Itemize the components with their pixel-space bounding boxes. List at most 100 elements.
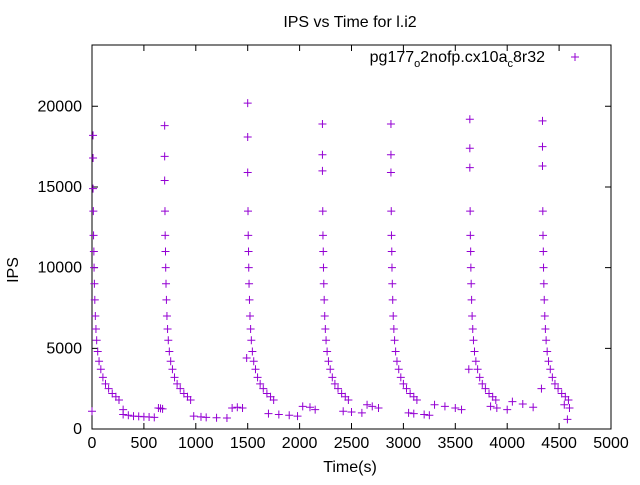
data-point [89, 184, 98, 193]
data-point [465, 163, 474, 172]
data-point [320, 312, 329, 321]
data-point [160, 152, 169, 161]
data-point [330, 379, 339, 388]
data-point [186, 395, 195, 404]
data-point [318, 166, 327, 175]
data-point [319, 279, 328, 288]
data-point [337, 389, 346, 398]
data-point [162, 279, 171, 288]
data-point [471, 357, 480, 366]
data-point [244, 231, 253, 240]
data-point [466, 231, 475, 240]
data-point [457, 405, 466, 414]
data-point [90, 295, 99, 304]
data-point [548, 373, 557, 382]
data-point [491, 395, 500, 404]
data-point [465, 144, 474, 153]
data-point [560, 400, 569, 409]
data-point [311, 405, 320, 414]
data-point [319, 247, 328, 256]
data-point [396, 373, 405, 382]
data-point [245, 295, 254, 304]
chart-title: IPS vs Time for l.i2 [283, 14, 416, 31]
data-point [319, 263, 328, 272]
data-point [89, 131, 98, 140]
data-point [389, 312, 398, 321]
data-point [89, 153, 98, 162]
data-point [114, 395, 123, 404]
data-point [202, 413, 211, 422]
data-point [233, 403, 242, 412]
data-point [374, 404, 383, 413]
data-point [91, 312, 100, 321]
data-point [173, 379, 182, 388]
data-point [160, 121, 169, 130]
data-point [247, 336, 256, 345]
data-point [387, 207, 396, 216]
y-axis-label: IPS [5, 257, 22, 283]
data-point [104, 384, 113, 393]
data-point [245, 312, 254, 321]
data-point [466, 207, 475, 216]
data-point [478, 379, 487, 388]
data-point [163, 324, 172, 333]
data-point [391, 347, 400, 356]
data-point [243, 168, 252, 177]
data-point [386, 150, 395, 159]
data-point [538, 142, 547, 151]
data-point [388, 295, 397, 304]
data-point [468, 324, 477, 333]
data-point [243, 132, 252, 141]
data-point [554, 384, 563, 393]
legend-marker [571, 53, 579, 61]
data-point [108, 389, 117, 398]
data-point [253, 373, 262, 382]
data-point [537, 384, 546, 393]
x-tick-label: 500 [131, 435, 158, 452]
data-point [321, 324, 330, 333]
legend-label: pg177o2nofp.cx10ac8r32 [370, 49, 545, 70]
data-point [89, 231, 98, 240]
data-point [451, 404, 460, 413]
data-point [269, 395, 278, 404]
data-point [93, 347, 102, 356]
data-point [95, 357, 104, 366]
data-point [412, 395, 421, 404]
data-point [91, 324, 100, 333]
data-point [387, 247, 396, 256]
data-point [264, 409, 273, 418]
data-point [475, 373, 484, 382]
data-point [557, 389, 566, 398]
data-point [328, 373, 337, 382]
data-point [89, 207, 98, 216]
data-point [404, 408, 413, 417]
data-point [165, 347, 174, 356]
data-point [473, 365, 482, 374]
data-point [402, 384, 411, 393]
data-point [166, 357, 175, 366]
data-point [492, 404, 501, 413]
data-point [318, 120, 327, 129]
data-point [542, 336, 551, 345]
data-point [248, 347, 257, 356]
data-point [518, 399, 527, 408]
data-point [539, 263, 548, 272]
data-point [467, 279, 476, 288]
data-point [228, 404, 237, 413]
data-point [392, 357, 401, 366]
data-point [386, 120, 395, 129]
data-point [170, 373, 179, 382]
data-point [539, 247, 548, 256]
y-tick-label: 20000 [38, 98, 83, 115]
plot-frame [91, 44, 612, 430]
data-point [326, 365, 335, 374]
data-point [425, 411, 434, 420]
data-point [466, 247, 475, 256]
data-point [538, 116, 547, 125]
x-tick-label: 4500 [541, 435, 577, 452]
data-point [347, 408, 356, 417]
data-point [162, 312, 171, 321]
data-point [249, 357, 258, 366]
x-axis-label: Time(s) [323, 459, 377, 476]
